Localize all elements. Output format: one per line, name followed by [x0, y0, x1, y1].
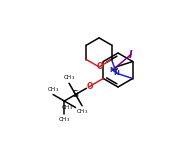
Text: N: N [110, 67, 116, 73]
Text: CH$_3$: CH$_3$ [63, 73, 75, 82]
Text: Si: Si [72, 90, 79, 99]
Text: I: I [129, 50, 133, 60]
Text: N: N [114, 70, 119, 76]
Text: CH$_3$: CH$_3$ [58, 115, 70, 124]
Text: O: O [86, 82, 93, 91]
Text: O: O [97, 62, 103, 71]
Text: CH$_3$: CH$_3$ [47, 85, 59, 93]
Text: CH$_3$: CH$_3$ [61, 103, 74, 112]
Text: CH$_3$: CH$_3$ [76, 107, 88, 116]
